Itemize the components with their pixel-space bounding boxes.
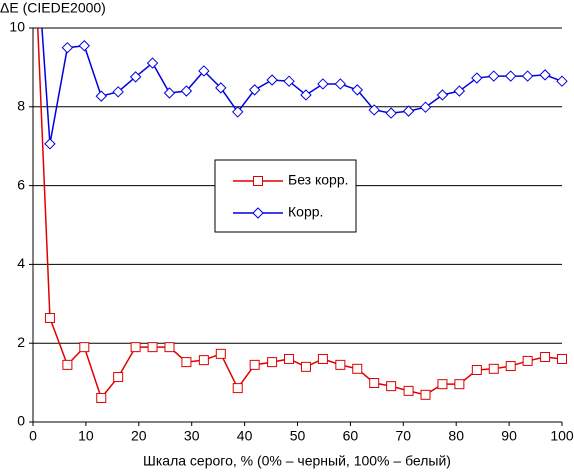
marker <box>163 87 176 99</box>
marker <box>300 89 312 101</box>
marker <box>300 361 311 372</box>
x-tick-label: 70 <box>396 428 412 444</box>
legend-box <box>214 159 357 233</box>
marker <box>317 353 328 364</box>
marker <box>420 389 431 400</box>
y-tick-label: 10 <box>9 19 25 35</box>
marker <box>505 361 516 372</box>
y-tick-label: 2 <box>17 334 25 350</box>
marker <box>504 70 517 82</box>
x-tick-label: 90 <box>501 428 517 444</box>
marker <box>368 104 380 116</box>
marker <box>352 363 363 374</box>
marker <box>284 353 295 364</box>
marker <box>215 82 227 94</box>
marker <box>522 355 533 366</box>
marker <box>164 342 175 353</box>
marker <box>385 107 397 119</box>
marker <box>232 383 243 394</box>
marker <box>471 72 483 84</box>
marker <box>540 351 551 362</box>
marker <box>454 379 465 390</box>
marker <box>181 357 192 368</box>
legend-label: Без корр. <box>288 172 349 188</box>
marker <box>266 74 278 86</box>
marker <box>146 57 159 69</box>
y-tick-label: 0 <box>17 413 25 429</box>
marker <box>129 71 142 83</box>
marker <box>283 75 295 87</box>
marker <box>267 357 278 368</box>
marker <box>369 377 380 388</box>
x-tick-label: 30 <box>184 428 200 444</box>
y-tick-label: 8 <box>17 98 25 114</box>
marker <box>351 84 363 96</box>
marker <box>436 89 449 101</box>
marker <box>215 348 226 359</box>
legend: Без корр. Корр. <box>214 159 357 233</box>
marker <box>44 138 56 150</box>
x-axis-label: Шкала серого, % (0% – черный, 100% – бел… <box>143 453 451 469</box>
x-tick-label: 10 <box>78 428 94 444</box>
marker <box>402 105 415 117</box>
marker <box>198 65 210 77</box>
marker <box>488 70 500 82</box>
y-tick-label: 4 <box>17 255 25 271</box>
y-axis-label: ΔE (CIEDE2000) <box>0 0 106 16</box>
marker <box>112 86 124 98</box>
x-tick-label: 50 <box>290 428 306 444</box>
marker <box>471 364 482 375</box>
marker <box>78 40 91 52</box>
x-tick-label: 0 <box>29 428 37 444</box>
marker <box>488 363 499 374</box>
marker <box>419 101 432 113</box>
marker <box>61 41 74 54</box>
x-tick-label: 60 <box>343 428 359 444</box>
marker <box>147 342 158 353</box>
marker <box>253 176 263 186</box>
marker <box>95 90 107 102</box>
marker <box>198 355 209 366</box>
y-tick-label: 6 <box>17 176 25 192</box>
marker <box>386 381 397 392</box>
marker <box>437 379 448 390</box>
marker <box>556 75 568 87</box>
x-tick-label: 80 <box>448 428 464 444</box>
marker <box>317 78 329 90</box>
series-line <box>41 28 563 144</box>
marker <box>79 342 90 353</box>
legend-label: Корр. <box>288 204 323 220</box>
marker <box>130 342 141 353</box>
marker <box>113 372 124 383</box>
x-tick-label: 40 <box>237 428 253 444</box>
marker <box>62 359 73 370</box>
marker <box>180 85 193 97</box>
marker <box>249 359 260 370</box>
marker <box>252 207 264 219</box>
x-tick-label: 20 <box>131 428 147 444</box>
marker <box>557 353 567 364</box>
plot-area <box>37 28 568 403</box>
x-tick-label: 100 <box>550 428 574 444</box>
marker <box>453 85 466 97</box>
marker <box>44 312 55 323</box>
marker <box>539 69 551 81</box>
marker <box>521 70 534 82</box>
marker <box>403 385 414 396</box>
marker <box>232 106 244 118</box>
marker <box>248 84 261 96</box>
marker <box>96 392 107 403</box>
marker <box>334 78 347 90</box>
marker <box>335 359 346 370</box>
